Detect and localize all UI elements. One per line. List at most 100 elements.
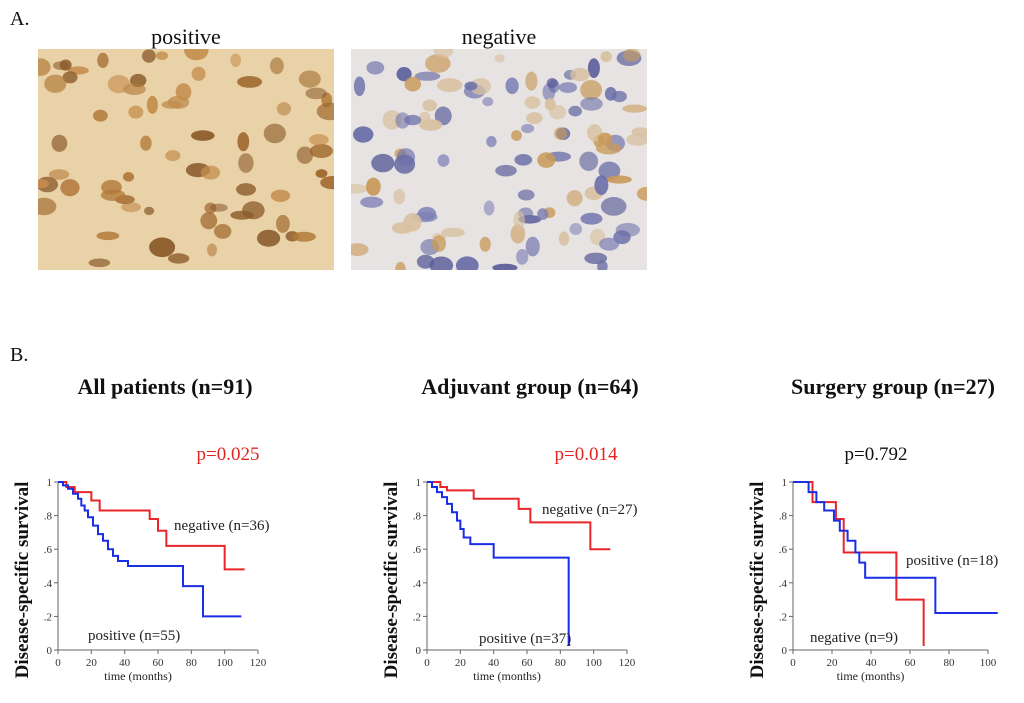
negative-cell-nucleus [622,104,647,113]
positive-cell-nucleus [175,83,192,101]
negative-stain-micrograph [351,49,647,270]
negative-cell-nucleus [366,177,381,196]
negative-cell-nucleus [598,161,621,181]
positive-cell-nucleus [128,105,144,119]
negative-cell-nucleus [546,78,558,89]
negative-cell-nucleus [524,96,541,109]
negative-cell-nucleus [622,49,641,62]
negative-cell-nucleus [537,208,549,220]
negative-cell-nucleus [613,230,631,245]
positive-cell-nucleus [38,197,57,216]
y-tick-label: .8 [779,511,788,523]
negative-cell-nucleus [486,136,497,148]
negative-image-label: negative [461,24,537,49]
negative-cell-nucleus [513,211,525,230]
positive-cell-nucleus [263,123,286,144]
y-axis-label: Disease-specific survival [12,482,33,679]
y-tick-label: .2 [779,611,787,623]
negative-cell-nucleus [554,127,568,140]
negative-cell-nucleus [517,189,535,201]
x-tick-label: 100 [980,657,997,669]
positive-cell-nucleus [144,206,155,216]
negative-cell-nucleus [437,154,450,167]
negative-cell-nucleus [569,223,583,235]
positive-cell-nucleus [238,153,254,173]
y-tick-label: 1 [782,477,788,489]
negative-cell-nucleus [371,153,395,173]
negative-cell-nucleus [597,132,613,145]
survival-curve-negative [793,481,925,646]
negative-cell-nucleus [521,123,535,134]
x-tick-label: 60 [522,657,534,669]
x-tick-label: 120 [619,657,636,669]
y-tick-label: .6 [413,544,422,556]
negative-cell-nucleus [403,213,422,232]
positive-cell-nucleus [270,57,284,75]
x-tick-label: 0 [55,657,61,669]
survival-curve-positive [58,481,242,618]
positive-cell-nucleus [191,66,206,81]
negative-cell-nucleus [595,142,622,155]
positive-cell-nucleus [276,102,291,116]
x-tick-label: 60 [153,657,165,669]
positive-cell-nucleus [315,169,328,178]
series-label: negative (n=9) [810,630,898,646]
y-tick-label: .2 [44,611,52,623]
negative-cell-nucleus [566,190,583,207]
negative-cell-nucleus [432,235,446,252]
positive-cell-nucleus [316,102,334,121]
survival-curve-negative [427,481,611,551]
negative-cell-nucleus [514,154,533,166]
negative-cell-nucleus [483,200,495,216]
positive-stain-micrograph [38,49,334,270]
positive-cell-nucleus [309,143,333,159]
y-tick-label: .4 [779,578,788,590]
negative-cell-nucleus [417,206,437,221]
negative-cell-nucleus [505,77,519,95]
negative-cell-nucleus [425,54,451,73]
x-tick-label: 0 [424,657,430,669]
series-label: positive (n=18) [906,553,998,569]
positive-cell-nucleus [237,132,250,152]
x-tick-label: 20 [86,657,98,669]
km-plot-all-patients: 0 20 40 60 80 100 120 0 .2 .4 .6 .8 1 time (months) Di… [12,444,270,683]
positive-cell-nucleus [296,146,314,164]
negative-cell-nucleus [470,78,491,95]
x-tick-label: 80 [944,657,956,669]
y-tick-label: .4 [413,578,422,590]
negative-cell-nucleus [606,175,632,184]
panel-b-label: B. [10,344,29,366]
negative-cell-nucleus [597,260,608,270]
y-tick-label: .6 [779,544,788,556]
negative-cell-nucleus [395,261,406,270]
negative-cell-nucleus [594,175,609,195]
panel-a-label: A. [10,8,30,30]
x-tick-label: 40 [119,657,131,669]
negative-cell-nucleus [549,105,567,120]
positive-cell-nucleus [93,109,108,122]
x-tick-label: 60 [905,657,917,669]
negative-cell-nucleus [492,263,518,270]
y-tick-label: .4 [44,578,53,590]
x-axis-label: time (months) [837,669,905,683]
series-label: negative (n=36) [174,518,270,534]
negative-cell-nucleus [558,231,570,246]
negative-cell-nucleus [580,97,603,111]
y-tick-label: 0 [782,645,788,657]
positive-cell-nucleus [149,237,176,258]
y-axis-label: Disease-specific survival [747,482,768,679]
negative-cell-nucleus [434,106,452,126]
negative-cell-nucleus [441,227,465,238]
negative-cell-nucleus [464,81,478,91]
negative-cell-nucleus [580,80,602,100]
negative-cell-nucleus [612,90,627,103]
positive-cell-nucleus [242,201,265,220]
negative-cell-nucleus [600,51,612,62]
x-tick-label: 40 [866,657,878,669]
negative-cell-nucleus [351,184,368,194]
positive-cell-nucleus [270,189,291,202]
positive-cell-nucleus [184,49,209,61]
negative-cell-nucleus [587,58,600,78]
negative-cell-nucleus [353,76,366,97]
positive-cell-nucleus [298,70,321,88]
